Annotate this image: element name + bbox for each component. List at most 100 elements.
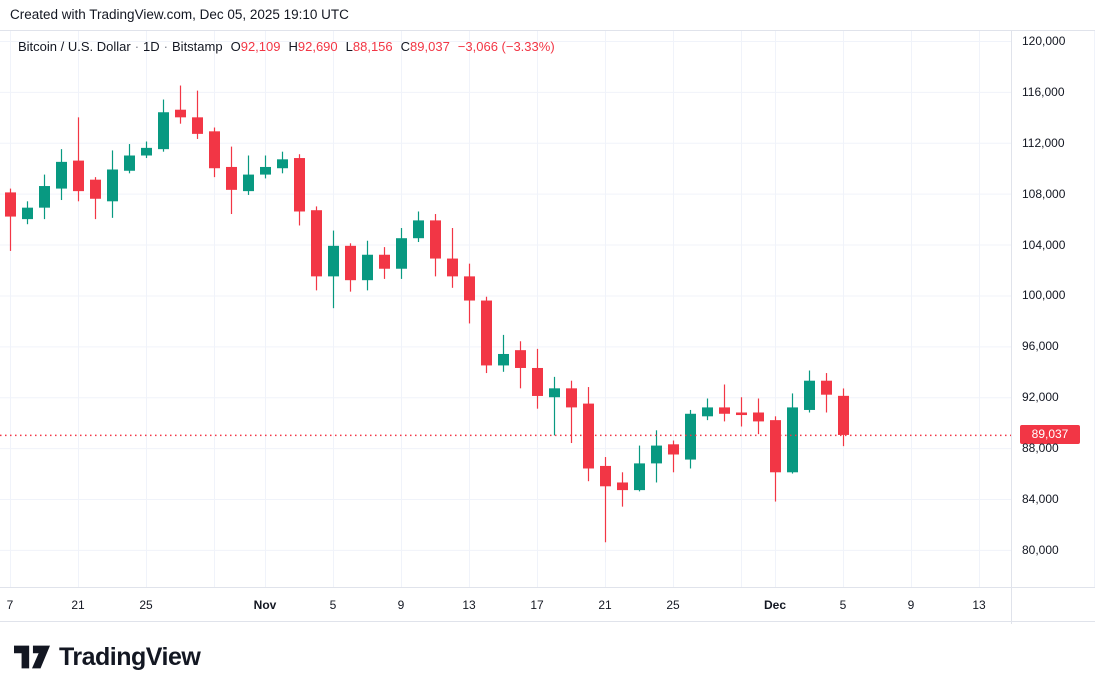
candle-body xyxy=(702,407,713,417)
time-axis-label: Nov xyxy=(253,598,277,612)
candle-body xyxy=(243,174,254,192)
candle-body xyxy=(515,350,526,368)
candle-body xyxy=(651,445,662,464)
candle-body xyxy=(787,407,798,473)
candle-body xyxy=(668,444,679,455)
candle-body xyxy=(56,161,67,189)
time-axis-label: 17 xyxy=(530,598,544,612)
tradingview-brand-text[interactable]: TradingView xyxy=(59,642,201,671)
candle-body xyxy=(736,412,747,416)
candle-body xyxy=(311,210,322,277)
candle-body xyxy=(124,155,135,171)
candle-body xyxy=(753,412,764,422)
candle-body xyxy=(685,413,696,460)
candle-body xyxy=(209,131,220,169)
candle-body xyxy=(413,220,424,239)
candle-body xyxy=(158,112,169,150)
tradingview-logo-icon[interactable] xyxy=(14,644,50,670)
time-axis-label: 13 xyxy=(462,598,476,612)
ohlc-letter: L xyxy=(345,39,353,54)
candle-body xyxy=(90,179,101,199)
candle-body xyxy=(464,276,475,301)
time-axis-label: 7 xyxy=(6,598,14,612)
change-value: −3,066 (−3.33%) xyxy=(457,39,555,54)
price-axis-label: 80,000 xyxy=(1022,542,1059,557)
candle-body xyxy=(583,403,594,469)
axis-corner-divider xyxy=(1011,588,1012,624)
candle-body xyxy=(379,254,390,269)
price-axis-label: 88,000 xyxy=(1022,441,1059,456)
price-axis-label: 100,000 xyxy=(1022,288,1066,303)
candle-body xyxy=(22,207,33,220)
price-axis-label: 108,000 xyxy=(1022,186,1066,201)
ohlc-letter: O xyxy=(230,39,241,54)
candle-body xyxy=(549,388,560,398)
candle-body xyxy=(396,238,407,269)
candle-body xyxy=(566,388,577,408)
candle-body xyxy=(838,395,849,435)
candle-body xyxy=(804,380,815,410)
candle-body xyxy=(107,169,118,202)
time-axis[interactable]: 7 21 25 Nov 5 9 13 17 21 25 Dec 5 9 13 xyxy=(0,587,1095,624)
price-axis-label: 96,000 xyxy=(1022,339,1059,354)
ohlc-value: 92,690 xyxy=(297,39,338,54)
time-axis-label: 9 xyxy=(907,598,915,612)
candle-body xyxy=(192,117,203,134)
candle-body xyxy=(719,407,730,414)
ohlc-letter: C xyxy=(400,39,411,54)
candle-body xyxy=(5,192,16,217)
interval-label: 1D xyxy=(143,39,160,54)
legend-separator: · xyxy=(163,39,169,54)
chart-widget: Bitcoin / U.S. Dollar · 1D · Bitstamp O92,109… xyxy=(0,30,1095,624)
price-axis-label: 84,000 xyxy=(1022,492,1059,506)
candle-body xyxy=(481,300,492,366)
price-axis-label: 92,000 xyxy=(1022,390,1059,405)
candle-body xyxy=(634,463,645,491)
ohlc-value: 92,109 xyxy=(240,39,281,54)
candle-body xyxy=(345,245,356,281)
candle-body xyxy=(821,380,832,395)
attribution-text: Created with TradingView.com, Dec 05, 20… xyxy=(10,7,349,22)
candle-body xyxy=(617,482,628,491)
time-axis-label: 5 xyxy=(329,598,337,612)
candle-body xyxy=(226,166,237,190)
candle-body xyxy=(328,245,339,277)
chart-pane[interactable]: Bitcoin / U.S. Dollar · 1D · Bitstamp O92,109… xyxy=(0,31,1011,587)
price-axis-label: 104,000 xyxy=(1022,237,1066,252)
candle-body xyxy=(600,465,611,487)
candle-body xyxy=(532,367,543,396)
symbol-title: Bitcoin / U.S. Dollar xyxy=(18,39,131,54)
candle-body xyxy=(294,158,305,212)
time-axis-label: 5 xyxy=(839,598,847,612)
exchange-label: Bitstamp xyxy=(172,39,223,54)
candle-body xyxy=(260,166,271,175)
ohlc-value: 88,156 xyxy=(352,39,393,54)
candle-body xyxy=(447,258,458,277)
price-axis[interactable]: 89,037 120,000 116,000 112,000 108,000 104,0… xyxy=(1011,31,1095,587)
time-axis-label: 21 xyxy=(71,598,85,612)
time-axis-label: 21 xyxy=(598,598,612,612)
candle-body xyxy=(362,254,373,281)
price-axis-label: 116,000 xyxy=(1022,84,1065,99)
ohlc-value: 89,037 xyxy=(410,39,450,54)
candlestick-chart-svg[interactable] xyxy=(0,31,1011,587)
footer: TradingView xyxy=(0,622,1099,692)
time-axis-label: 9 xyxy=(397,598,405,612)
candle-body xyxy=(770,420,781,473)
candle-body xyxy=(277,159,288,169)
candle-body xyxy=(175,109,186,118)
time-axis-label: 13 xyxy=(972,598,986,612)
candle-body xyxy=(39,186,50,208)
candle-body xyxy=(73,160,84,192)
legend-separator: · xyxy=(134,39,140,54)
price-axis-label: 112,000 xyxy=(1022,135,1065,150)
time-axis-label: 25 xyxy=(139,598,153,612)
ohlc-values: O92,109 H92,690 L88,156 C89,037 xyxy=(223,39,450,54)
ohlc-letter: H xyxy=(288,39,298,54)
candle-body xyxy=(141,147,152,156)
candle-body xyxy=(430,220,441,259)
price-axis-label: 120,000 xyxy=(1022,34,1066,48)
last-price-badge: 89,037 xyxy=(1020,425,1080,445)
time-axis-label: Dec xyxy=(763,598,786,612)
time-axis-label: 25 xyxy=(666,598,680,612)
